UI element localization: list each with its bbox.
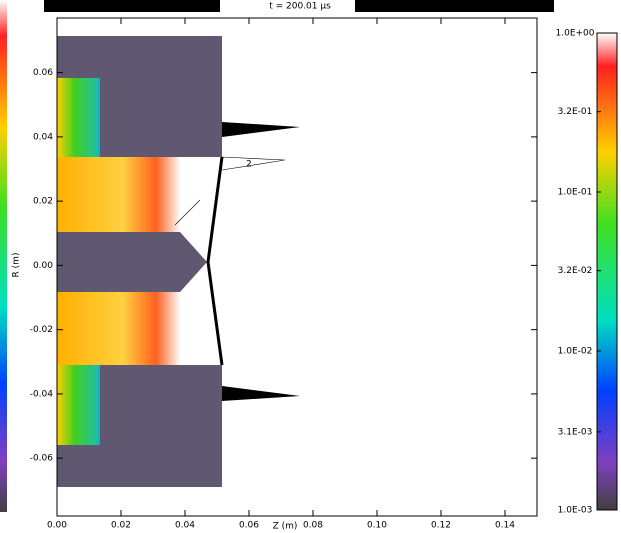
y-tick-label: 0.04 (33, 132, 53, 142)
center-electrode (57, 232, 207, 292)
y-tick-label: 0.00 (33, 261, 53, 271)
lower-cavity (57, 365, 101, 445)
chart-title: t = 200.01 μs (269, 2, 331, 12)
colorbar-tick-label: 3.2E-02 (558, 266, 593, 276)
x-tick-label: 0.02 (111, 521, 131, 531)
lower-gap (57, 292, 222, 365)
upper-gap (57, 157, 222, 232)
y-tick-label: -0.06 (30, 454, 54, 464)
colorbar-tick-label: 3.2E-01 (558, 107, 593, 117)
y-tick-label: 0.02 (33, 197, 53, 207)
field: 2 (57, 18, 537, 516)
clipped-colorbar (0, 0, 7, 512)
y-axis-label: R (m) (12, 253, 22, 278)
x-tick-label: 0.14 (495, 521, 515, 531)
contour-label: 2 (246, 160, 252, 170)
colorbar-tick-label: 1.0E-01 (558, 188, 593, 198)
upper-cavity (57, 78, 101, 157)
y-tick-label: 0.06 (33, 68, 53, 78)
colorbar (597, 33, 617, 510)
chart: t = 200.01 μs 2 Z (m) R (m) 0.00 0.02 0.04… (0, 0, 621, 533)
x-tick-label: 0.06 (239, 521, 259, 531)
colorbar-tick-label: 3.1E-03 (558, 427, 593, 437)
colorbar-tick-label: 1.0E-02 (558, 347, 593, 357)
colorbar-tick-label: 1.0E+00 (556, 29, 595, 39)
x-tick-label: 0.04 (175, 521, 195, 531)
x-tick-label: 0.10 (367, 521, 387, 531)
x-tick-label: 0.00 (47, 521, 67, 531)
plume (222, 18, 537, 516)
colorbar-tick-label: 1.0E-03 (558, 506, 593, 516)
x-tick-label: 0.12 (431, 521, 451, 531)
y-tick-label: -0.02 (30, 325, 53, 335)
y-tick-label: -0.04 (30, 389, 54, 399)
x-axis-label: Z (m) (273, 522, 298, 532)
x-tick-label: 0.08 (303, 521, 323, 531)
